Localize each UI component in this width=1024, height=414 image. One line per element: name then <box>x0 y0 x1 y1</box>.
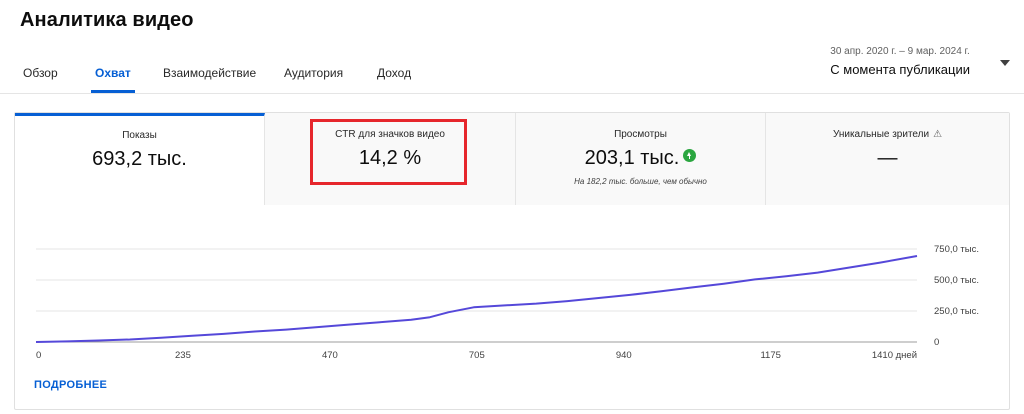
warning-icon[interactable]: ⚠ <box>933 129 943 140</box>
analytics-card: Показы 693,2 тыс. CTR для значков видео … <box>14 112 1010 410</box>
more-details-link[interactable]: ПОДРОБНЕЕ <box>34 379 108 391</box>
dropdown-arrow-icon[interactable] <box>1000 60 1010 66</box>
metric-note: На 182,2 тыс. больше, чем обычно <box>574 177 707 186</box>
metric-value: — <box>877 147 898 169</box>
tab-audience[interactable]: Аудитория <box>284 66 344 80</box>
metric-views[interactable]: Просмотры 203,1 тыс. На 182,2 тыс. больш… <box>516 113 766 205</box>
date-range-selector[interactable]: 30 апр. 2020 г. – 9 мар. 2024 г. С момен… <box>830 46 970 77</box>
metric-value-text: 203,1 тыс. <box>584 147 680 169</box>
tab-reach[interactable]: Охват <box>91 55 135 93</box>
metric-value: 14,2 % <box>358 147 422 169</box>
tab-engagement[interactable]: Взаимодействие <box>163 66 257 80</box>
metric-unique-viewers[interactable]: Уникальные зрители ⚠ — <box>766 113 1009 205</box>
metric-label: Показы <box>122 130 157 141</box>
metric-impressions[interactable]: Показы 693,2 тыс. <box>15 113 265 205</box>
page-title: Аналитика видео <box>20 9 194 31</box>
metric-label-text: Уникальные зрители <box>832 129 930 140</box>
metric-value: 693,2 тыс. <box>92 148 187 170</box>
date-range-label: С момента публикации <box>830 62 970 77</box>
tab-overview[interactable]: Обзор <box>23 66 58 80</box>
tab-revenue[interactable]: Доход <box>377 66 412 80</box>
trending-up-icon <box>683 149 697 162</box>
date-range-dates: 30 апр. 2020 г. – 9 мар. 2024 г. <box>830 46 970 57</box>
metric-value: 203,1 тыс. <box>516 147 765 170</box>
metric-ctr[interactable]: CTR для значков видео 14,2 % <box>265 113 516 205</box>
header-divider <box>0 93 1024 94</box>
metric-label: Просмотры <box>614 129 667 140</box>
metric-label: CTR для значков видео <box>335 129 445 140</box>
metric-label: Уникальные зрители ⚠ <box>766 129 1009 140</box>
